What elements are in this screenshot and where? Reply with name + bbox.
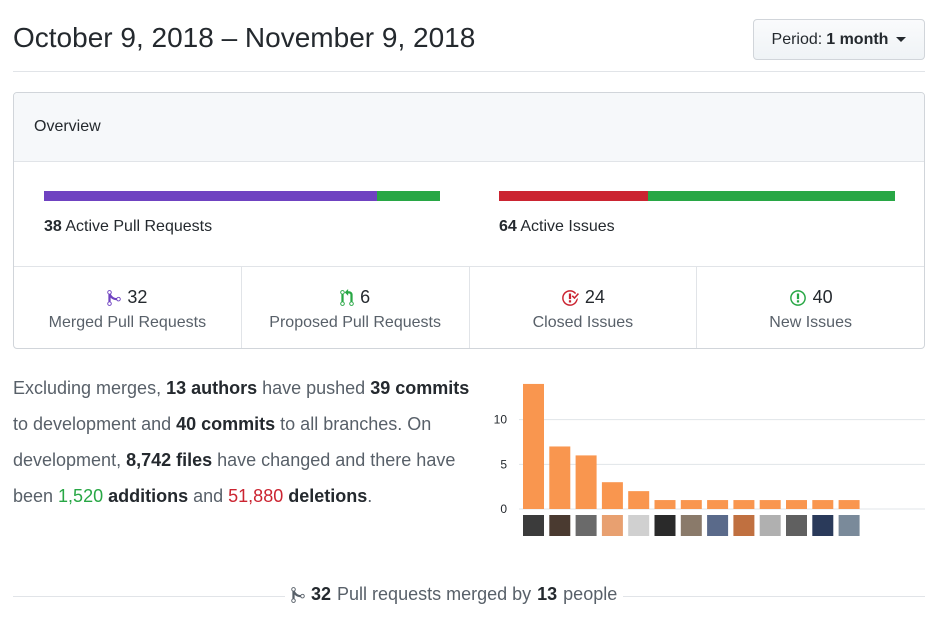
summary-text: and	[188, 486, 229, 506]
closed-issues-count: 24	[584, 287, 605, 307]
summary-text: Excluding merges,	[13, 378, 167, 398]
y-tick-label: 5	[500, 457, 507, 471]
closed-issues-bar-segment	[499, 191, 648, 201]
git-merge-icon	[107, 289, 122, 306]
contributor-avatar[interactable]	[628, 515, 650, 536]
pull-requests-progress-bar	[44, 191, 440, 201]
issues-summary[interactable]: 64 Active Issues	[499, 191, 895, 236]
y-tick-label: 0	[500, 502, 507, 516]
overview-title: Overview	[14, 93, 924, 162]
summary-text: to all branches. On development,	[13, 414, 432, 470]
files-count: 8,742 files	[126, 450, 213, 470]
additions-count: 1,520	[58, 486, 104, 506]
period-select-button[interactable]: Period: 1 month	[753, 19, 925, 60]
new-issues-label: New Issues	[769, 314, 852, 331]
contributor-bar[interactable]	[654, 500, 676, 509]
summary-text: have changed and there have been	[13, 450, 456, 506]
overview-stats: 32 Merged Pull Requests 6 Proposed Pull …	[14, 267, 924, 348]
contributor-avatar[interactable]	[549, 515, 571, 536]
contributor-bar[interactable]	[575, 455, 597, 509]
contributor-bar[interactable]	[601, 482, 623, 509]
footer-people-count: 13	[537, 584, 558, 604]
footer-text-2: people	[563, 584, 618, 604]
overview-bars: 38 Active Pull Requests 64 Active Issues	[14, 162, 924, 267]
stat-proposed-pull-requests[interactable]: 6 Proposed Pull Requests	[242, 267, 470, 348]
merged-pr-label: Merged Pull Requests	[48, 314, 207, 331]
contributor-bar[interactable]	[680, 500, 702, 509]
merged-pr-bar-segment	[44, 191, 378, 201]
contributor-bar[interactable]	[733, 500, 755, 509]
contributors-chart: 0 5 10	[485, 375, 925, 545]
contributor-bar[interactable]	[707, 500, 729, 509]
issue-opened-icon	[789, 289, 806, 306]
summary-text: to development and	[13, 414, 177, 434]
contributor-bar[interactable]	[759, 500, 781, 509]
page-header: October 9, 2018 – November 9, 2018 Perio…	[13, 0, 925, 72]
contributor-avatar[interactable]	[759, 515, 781, 536]
active-issues-count: 64	[499, 218, 517, 235]
contributor-bar[interactable]	[628, 491, 650, 509]
footer-pr-count: 32	[311, 584, 332, 604]
stat-closed-issues[interactable]: 24 Closed Issues	[470, 267, 698, 348]
all-commits-count: 40 commits	[176, 414, 276, 434]
contributor-bar[interactable]	[549, 446, 571, 509]
contributor-bar[interactable]	[786, 500, 807, 509]
period-value: 1 month	[826, 30, 889, 48]
active-pr-count: 38	[44, 218, 62, 235]
stat-merged-pull-requests[interactable]: 32 Merged Pull Requests	[14, 267, 242, 348]
git-merge-icon	[291, 586, 305, 603]
summary-text: have pushed	[257, 378, 371, 398]
contributor-avatar[interactable]	[575, 515, 597, 536]
merged-pr-footer[interactable]: 32 Pull requests merged by 13 people	[285, 584, 624, 605]
summary-text: .	[367, 486, 373, 506]
dev-commits-count: 39 commits	[370, 378, 470, 398]
new-issues-count: 40	[812, 287, 833, 307]
stat-new-issues[interactable]: 40 New Issues	[697, 267, 924, 348]
contributor-avatar[interactable]	[523, 515, 544, 536]
period-label: Period:	[771, 30, 823, 48]
open-issues-bar-segment	[647, 191, 895, 201]
pull-requests-summary[interactable]: 38 Active Pull Requests	[44, 191, 440, 236]
contributor-avatar[interactable]	[812, 515, 834, 536]
deletions-word: deletions	[288, 486, 368, 506]
contributor-bar[interactable]	[812, 500, 834, 509]
closed-issues-label: Closed Issues	[532, 314, 634, 331]
date-range-title: October 9, 2018 – November 9, 2018	[13, 22, 476, 53]
proposed-pr-count: 6	[360, 287, 371, 307]
merged-pr-count: 32	[127, 287, 148, 307]
footer-text-1: Pull requests merged by	[337, 584, 532, 604]
active-pr-label: 38 Active Pull Requests	[44, 218, 440, 236]
contributor-avatar[interactable]	[680, 515, 702, 536]
caret-down-icon	[896, 37, 907, 42]
deletions-count: 51,880	[228, 486, 284, 506]
active-issues-label: 64 Active Issues	[499, 218, 895, 236]
contributor-bar[interactable]	[838, 500, 860, 509]
active-issues-text: Active Issues	[520, 218, 615, 235]
contributors-bar-chart: 0 5 10	[494, 383, 925, 536]
issue-closed-icon	[561, 289, 579, 306]
commit-summary: Excluding merges, 13 authors have pushed…	[13, 370, 473, 514]
contributor-avatar[interactable]	[838, 515, 860, 536]
active-pr-text: Active Pull Requests	[65, 218, 213, 235]
open-pr-bar-segment	[377, 191, 440, 201]
additions-word: additions	[108, 486, 189, 506]
issues-progress-bar	[499, 191, 895, 201]
proposed-pr-label: Proposed Pull Requests	[269, 314, 441, 331]
contributor-avatar[interactable]	[654, 515, 676, 536]
contributor-bar[interactable]	[523, 383, 544, 509]
contributor-avatar[interactable]	[733, 515, 755, 536]
contributor-avatar[interactable]	[601, 515, 623, 536]
y-tick-label: 10	[494, 413, 508, 427]
overview-panel: Overview 38 Active Pull Requests 64 Acti…	[13, 92, 925, 349]
authors-count: 13 authors	[166, 378, 258, 398]
contributor-avatar[interactable]	[707, 515, 729, 536]
git-pull-request-icon	[340, 288, 354, 306]
contributor-avatar[interactable]	[786, 515, 807, 536]
